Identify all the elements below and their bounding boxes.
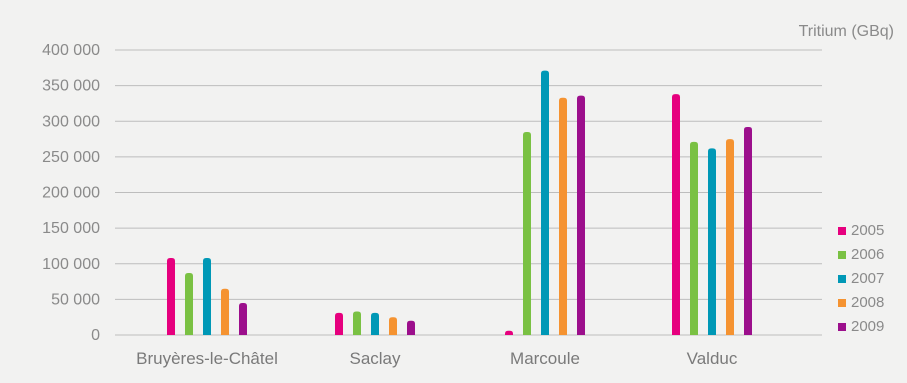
legend-label: 2005 [851, 222, 884, 239]
bar-group [335, 311, 415, 335]
bar-2005-0 [167, 258, 175, 335]
bar-2007-0 [203, 258, 211, 335]
legend-item: 2007 [838, 270, 884, 287]
bar-2006-1 [353, 311, 361, 335]
legend-label: 2007 [851, 270, 884, 287]
bar-2005-2 [505, 330, 513, 335]
bar-2009-3 [744, 126, 752, 335]
bar-2005-3 [672, 94, 680, 335]
y-axis-tick-labels: 0 50 000 100 000 150 000 200 000 250 000 300 0… [42, 42, 100, 344]
bar-2008-1 [389, 317, 397, 335]
bar-2006-0 [185, 273, 193, 335]
bar-2007-2 [541, 70, 549, 335]
legend-item: 2005 [838, 222, 884, 239]
legend-item: 2006 [838, 246, 884, 263]
legend-item: 2009 [838, 318, 884, 335]
bar-2008-3 [726, 139, 734, 335]
bar-group [672, 94, 752, 335]
y-tick-label: 200 000 [42, 185, 100, 202]
legend-label: 2006 [851, 246, 884, 263]
bar-2009-1 [407, 320, 415, 335]
legend-swatch [838, 275, 846, 283]
bars [167, 70, 752, 335]
bar-2009-2 [577, 95, 585, 335]
bar-2007-3 [708, 148, 716, 335]
y-tick-label: 300 000 [42, 113, 100, 130]
bar-2006-2 [523, 131, 531, 335]
grid-lines [115, 49, 822, 336]
legend: 2005 2006 2007 2008 2009 [838, 222, 884, 335]
x-axis-category-labels: Bruyères-le-Châtel Saclay Marcoule Valduc [136, 349, 738, 368]
legend-swatch [838, 227, 846, 235]
x-category-label: Bruyères-le-Châtel [136, 349, 278, 368]
legend-swatch [838, 299, 846, 307]
y-tick-label: 400 000 [42, 42, 100, 59]
bar-2009-0 [239, 302, 247, 335]
bar-2007-1 [371, 312, 379, 335]
bar-2008-2 [559, 97, 567, 335]
y-tick-label: 50 000 [51, 291, 100, 308]
x-category-label: Valduc [687, 349, 738, 368]
bar-group [505, 70, 585, 335]
legend-label: 2009 [851, 318, 884, 335]
y-tick-label: 250 000 [42, 149, 100, 166]
y-tick-label: 0 [91, 327, 100, 344]
bar-2006-3 [690, 141, 698, 335]
y-tick-label: 100 000 [42, 256, 100, 273]
y-tick-label: 350 000 [42, 78, 100, 95]
bar-2008-0 [221, 288, 229, 335]
x-category-label: Saclay [349, 349, 401, 368]
legend-swatch [838, 323, 846, 331]
legend-label: 2008 [851, 294, 884, 311]
y-tick-label: 150 000 [42, 220, 100, 237]
bar-group [167, 258, 247, 335]
legend-item: 2008 [838, 294, 884, 311]
x-category-label: Marcoule [510, 349, 580, 368]
bar-2005-1 [335, 312, 343, 335]
unit-label: Tritium (GBq) [799, 23, 894, 40]
legend-swatch [838, 251, 846, 259]
